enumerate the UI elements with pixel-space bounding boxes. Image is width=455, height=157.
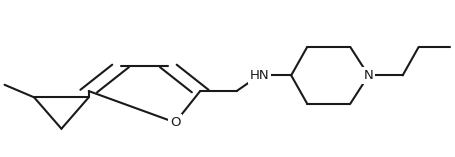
Text: N: N <box>364 69 374 82</box>
Text: HN: HN <box>249 69 269 82</box>
Text: O: O <box>170 116 181 129</box>
